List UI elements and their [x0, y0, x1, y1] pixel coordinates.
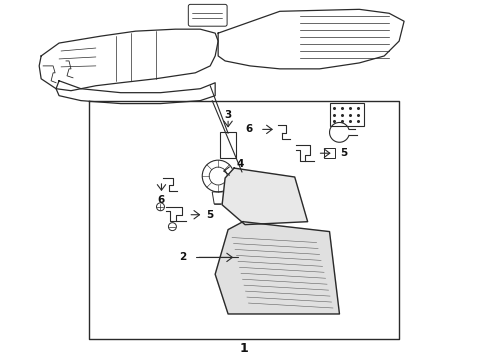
Text: 5: 5 — [207, 210, 214, 220]
Polygon shape — [215, 222, 340, 314]
Text: 6: 6 — [245, 125, 253, 134]
Text: 6: 6 — [158, 195, 165, 205]
Text: 1: 1 — [240, 342, 248, 355]
Bar — [323, 148, 336, 158]
Bar — [220, 132, 236, 158]
Text: 2: 2 — [179, 252, 186, 262]
Polygon shape — [39, 29, 218, 91]
Text: 5: 5 — [340, 148, 347, 158]
Text: 4: 4 — [236, 159, 244, 169]
Polygon shape — [222, 168, 308, 225]
Text: 3: 3 — [224, 109, 232, 120]
Polygon shape — [56, 81, 215, 104]
Polygon shape — [218, 9, 404, 69]
